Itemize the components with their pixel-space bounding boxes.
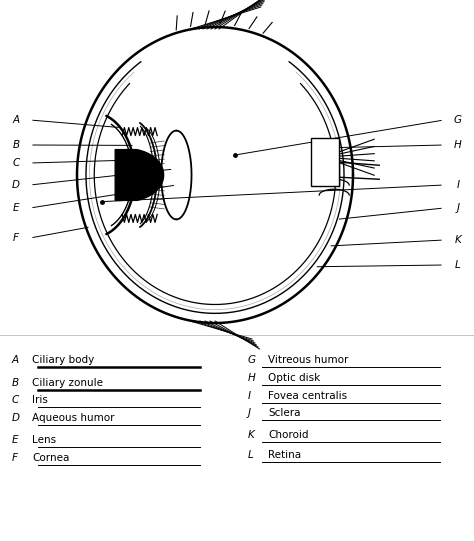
Text: J: J [456, 203, 459, 213]
Text: Sclera: Sclera [268, 408, 301, 418]
Text: L: L [248, 450, 254, 460]
Text: D: D [12, 413, 20, 423]
Text: Aqueous humor: Aqueous humor [32, 413, 115, 423]
Text: K: K [248, 430, 255, 440]
Text: E: E [13, 203, 19, 213]
Text: Iris: Iris [32, 395, 48, 405]
Text: H: H [248, 373, 256, 383]
Text: Ciliary body: Ciliary body [32, 355, 94, 365]
Text: A: A [12, 355, 19, 365]
Text: B: B [12, 378, 19, 388]
Polygon shape [314, 141, 339, 183]
Text: L: L [455, 260, 461, 270]
Text: A: A [12, 115, 19, 125]
Text: F: F [13, 233, 19, 243]
Text: I: I [456, 180, 459, 190]
Text: Ciliary zonule: Ciliary zonule [32, 378, 103, 388]
Text: C: C [12, 395, 19, 405]
Text: D: D [12, 180, 20, 190]
Text: J: J [248, 408, 251, 418]
Text: I: I [248, 391, 251, 401]
Text: Lens: Lens [32, 435, 56, 445]
Polygon shape [115, 150, 164, 200]
Text: Retina: Retina [268, 450, 301, 460]
Text: G: G [454, 115, 462, 125]
Text: Optic disk: Optic disk [268, 373, 320, 383]
Text: Choroid: Choroid [268, 430, 309, 440]
Text: G: G [248, 355, 256, 365]
Text: H: H [454, 140, 462, 150]
Text: Fovea centralis: Fovea centralis [268, 391, 347, 401]
Text: K: K [455, 235, 461, 245]
Text: B: B [12, 140, 19, 150]
Text: E: E [12, 435, 18, 445]
Text: Vitreous humor: Vitreous humor [268, 355, 348, 365]
Text: F: F [12, 453, 18, 463]
Text: C: C [12, 158, 19, 168]
Bar [311, 138, 339, 186]
Text: Cornea: Cornea [32, 453, 69, 463]
